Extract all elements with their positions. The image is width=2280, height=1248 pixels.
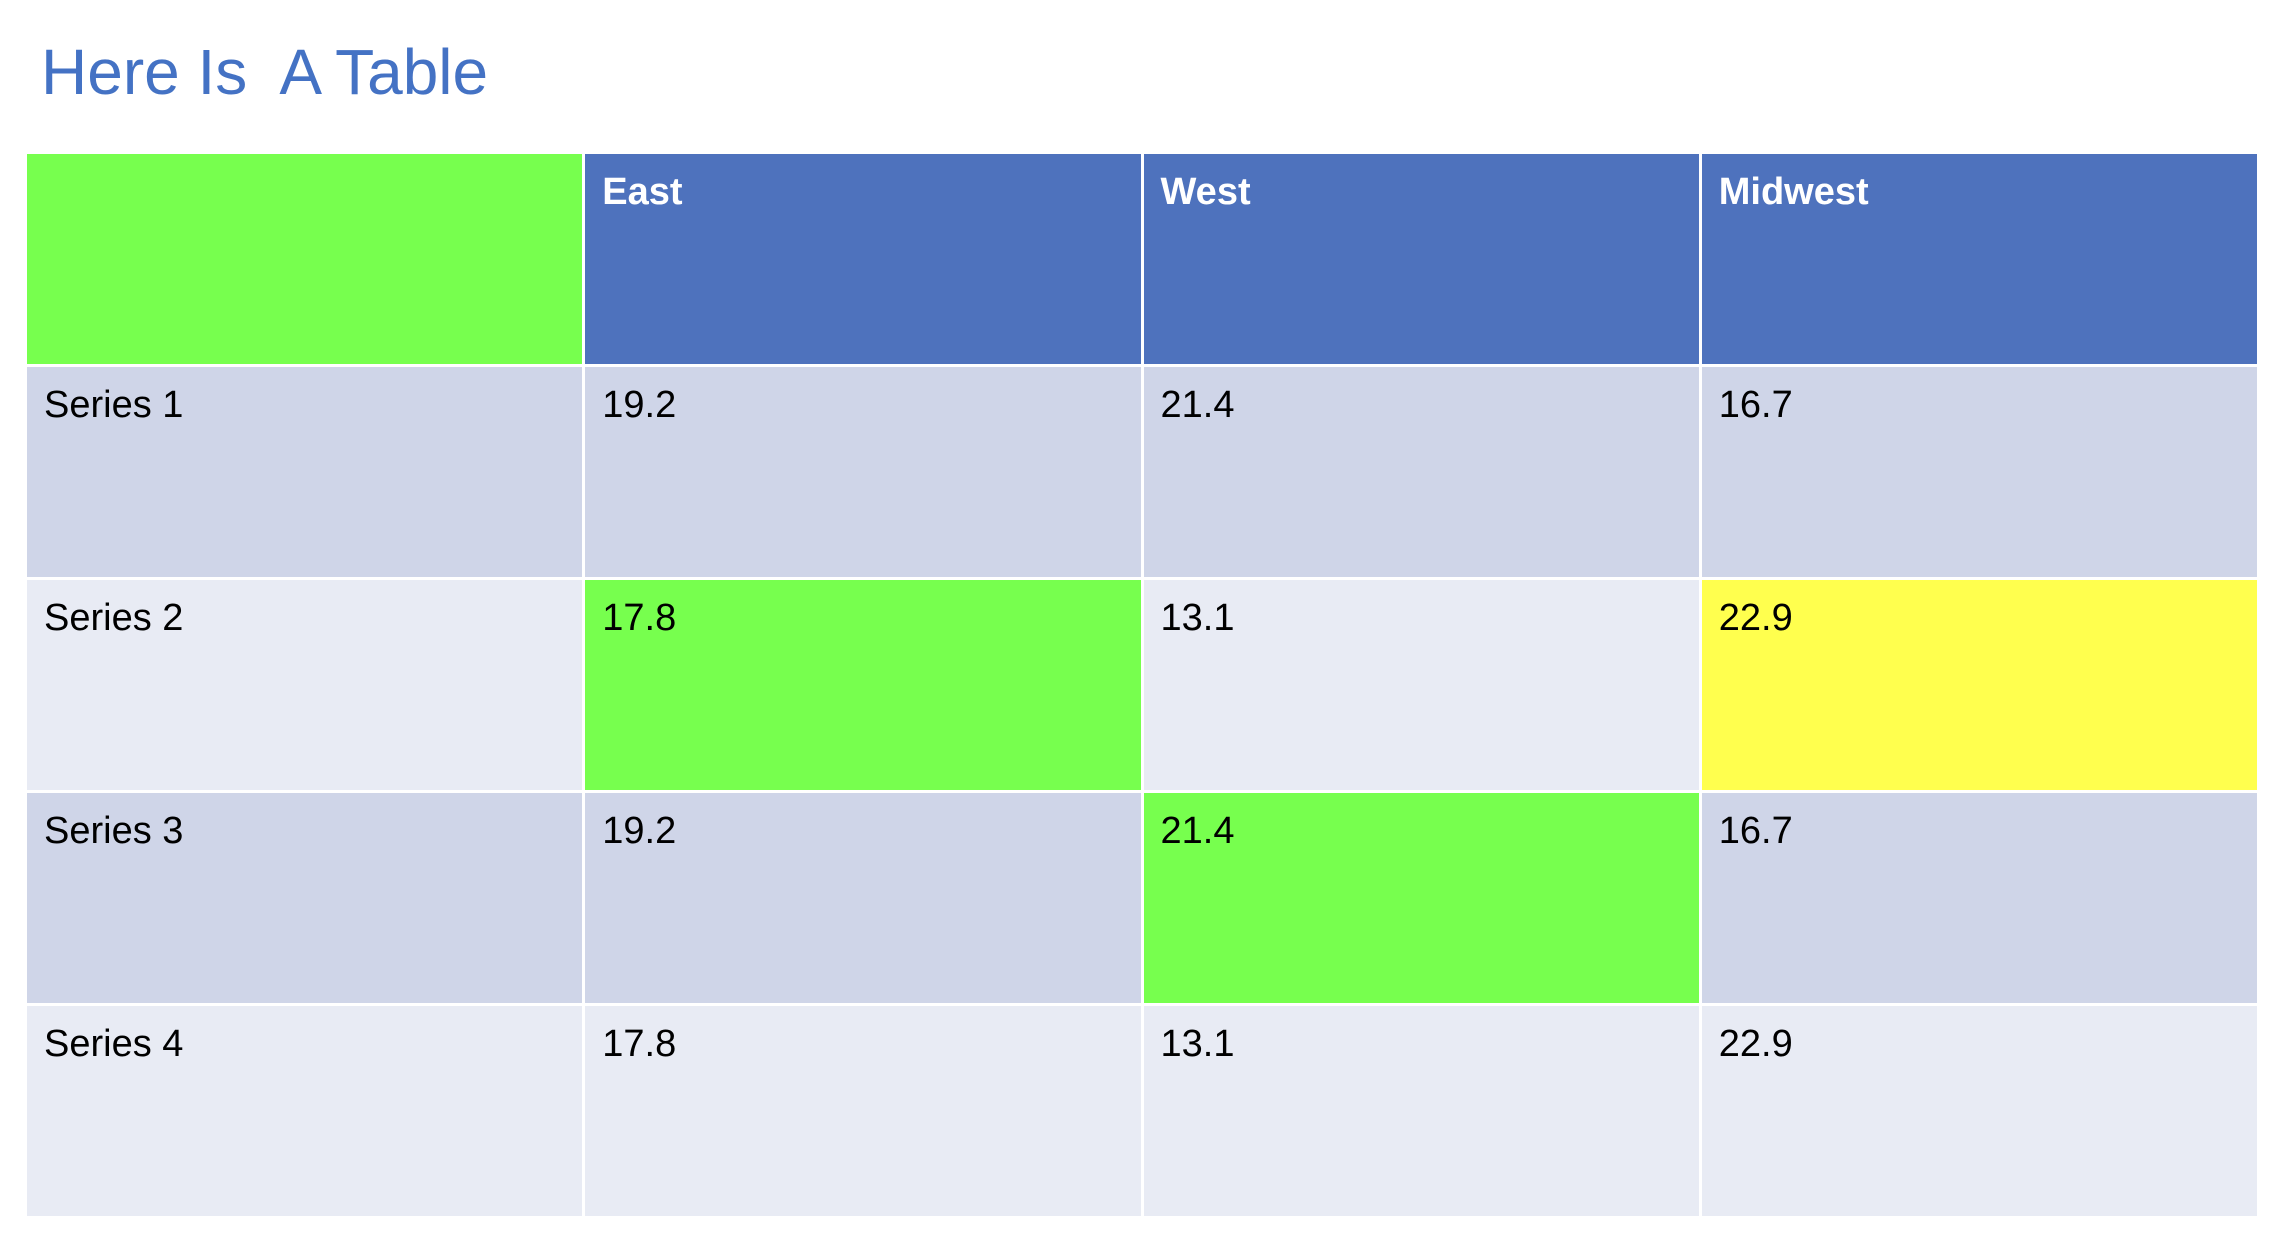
table-cell: 16.7	[1698, 364, 2261, 580]
table-cell: 17.8	[582, 1003, 1144, 1219]
row-label: Series 3	[23, 790, 586, 1006]
highlighted-cell: 21.4	[1140, 790, 1702, 1006]
column-header-west: West	[1140, 151, 1702, 367]
table-cell: 19.2	[582, 364, 1144, 580]
table-cell: 19.2	[582, 790, 1144, 1006]
table-row: Series 2 17.8 13.1 22.9	[23, 577, 2261, 793]
slide-title: Here Is A Table	[41, 36, 489, 108]
table-row: Series 4 17.8 13.1 22.9	[23, 1003, 2261, 1219]
column-header-east: East	[582, 151, 1144, 367]
header-row: East West Midwest	[23, 151, 2261, 367]
table-cell: 13.1	[1140, 577, 1702, 793]
table-cell: 21.4	[1140, 364, 1702, 580]
table-row: Series 3 19.2 21.4 16.7	[23, 790, 2261, 1006]
table-cell: 22.9	[1698, 1003, 2261, 1219]
table-cell: 16.7	[1698, 790, 2261, 1006]
highlighted-cell: 22.9	[1698, 577, 2261, 793]
row-label: Series 4	[23, 1003, 586, 1219]
data-table: East West Midwest Series 1 19.2 21.4 16.…	[23, 151, 2261, 1219]
column-header-midwest: Midwest	[1698, 151, 2261, 367]
row-label: Series 1	[23, 364, 586, 580]
header-corner-cell	[23, 151, 586, 367]
table-row: Series 1 19.2 21.4 16.7	[23, 364, 2261, 580]
highlighted-cell: 17.8	[582, 577, 1144, 793]
row-label: Series 2	[23, 577, 586, 793]
table-cell: 13.1	[1140, 1003, 1702, 1219]
